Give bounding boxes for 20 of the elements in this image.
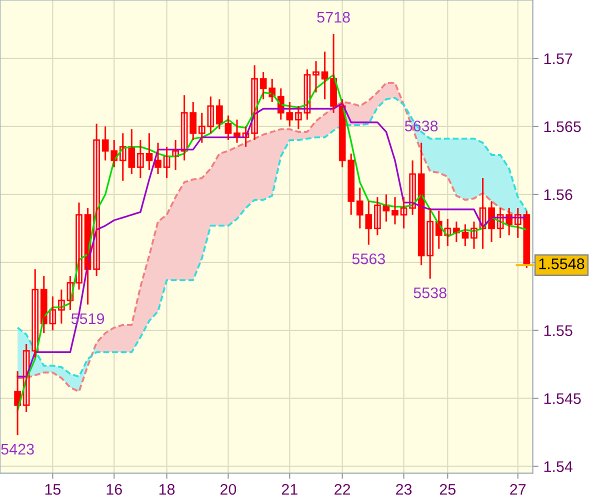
x-tick-label: 21 bbox=[282, 484, 298, 495]
annotation: 5718 bbox=[317, 12, 350, 23]
x-tick-label: 25 bbox=[440, 484, 456, 495]
y-tick-label: 1.54 bbox=[544, 461, 573, 472]
y-tick-label: 1.56 bbox=[544, 189, 572, 200]
y-tick-label: 1.55 bbox=[544, 325, 572, 336]
y-tick-label: 1.565 bbox=[544, 121, 581, 132]
x-tick-label: 15 bbox=[45, 484, 61, 495]
x-tick-label: 18 bbox=[159, 484, 175, 495]
x-tick-label: 20 bbox=[220, 484, 236, 495]
annotation: 5538 bbox=[414, 287, 446, 298]
annotation: 5423 bbox=[1, 444, 34, 455]
y-tick-label: 1.545 bbox=[544, 393, 581, 404]
ref-line-label: 1.5548 bbox=[539, 258, 584, 270]
x-tick-label: 16 bbox=[106, 484, 122, 495]
x-tick-label: 23 bbox=[396, 484, 412, 495]
x-tick-label: 22 bbox=[334, 484, 350, 495]
y-tick-label: 1.57 bbox=[544, 53, 572, 64]
x-tick-label: 27 bbox=[510, 484, 526, 495]
annotation: 5563 bbox=[352, 253, 385, 264]
